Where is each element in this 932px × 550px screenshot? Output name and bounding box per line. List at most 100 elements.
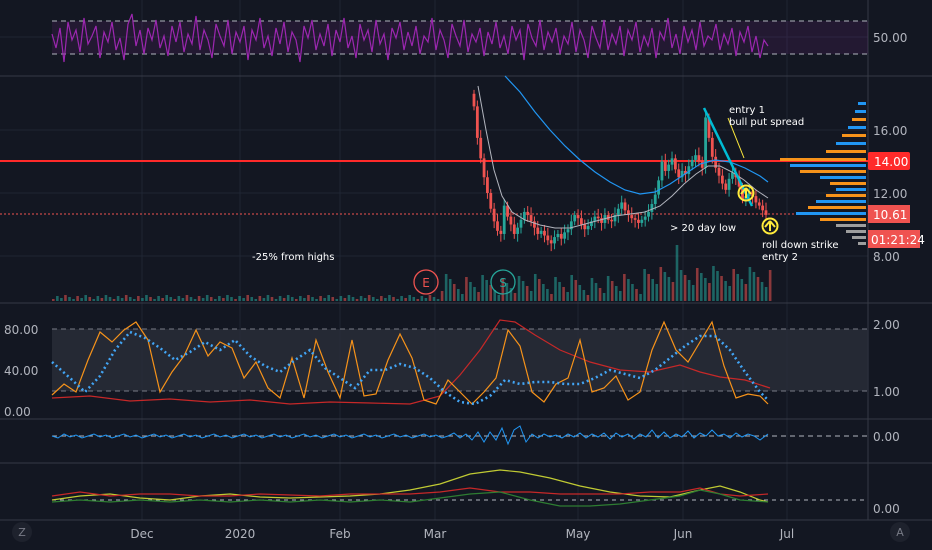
candle-body xyxy=(717,167,721,176)
volume-bar xyxy=(128,297,132,301)
volume-bar xyxy=(614,286,618,301)
split-marker[interactable]: S xyxy=(490,269,516,295)
osc-orange-line xyxy=(51,320,769,405)
volume-bar xyxy=(533,274,537,301)
candle-body xyxy=(754,196,758,203)
volume-bar xyxy=(355,299,359,301)
volume-bar xyxy=(96,296,100,301)
candle-body xyxy=(643,216,647,220)
entry1-up-arrow-icon[interactable] xyxy=(737,184,755,202)
volume-bar xyxy=(351,297,355,301)
volume-bar xyxy=(367,295,371,301)
candle-body xyxy=(486,177,489,193)
bottom-indicator-pane[interactable] xyxy=(51,469,868,507)
candle-body xyxy=(660,161,664,181)
earnings-marker[interactable]: E xyxy=(413,269,439,295)
volume-bar xyxy=(68,297,71,301)
volume-bar xyxy=(331,297,335,301)
candle-body xyxy=(626,210,630,216)
volume-bar xyxy=(542,284,545,301)
last-price-tag[interactable]: 10.61 xyxy=(868,205,910,223)
volume-bar xyxy=(295,299,298,301)
candle-body xyxy=(596,216,600,219)
volume-bar xyxy=(100,298,104,301)
volume-bar xyxy=(546,289,549,301)
volume-bar xyxy=(752,272,756,301)
volume-bar xyxy=(493,290,497,301)
volume-bar xyxy=(205,295,209,301)
osc-dotted-line xyxy=(51,330,769,406)
price-pane[interactable]: entry 1 bull put spread > 20 day low rol… xyxy=(0,75,868,301)
volume-bar xyxy=(201,298,205,301)
price-axis-label-12: 12.00 xyxy=(873,187,907,201)
oscillator-pane[interactable] xyxy=(51,319,868,406)
volume-bar xyxy=(347,295,351,301)
resistance-price-tag[interactable]: 14.00 xyxy=(868,152,910,170)
twenty-day-low-label[interactable]: > 20 day low xyxy=(670,223,736,234)
volume-bar xyxy=(88,297,92,301)
volume-bar xyxy=(647,274,650,301)
from-highs-label[interactable]: -25% from highs xyxy=(252,252,334,263)
volume-bar xyxy=(602,293,606,301)
volume-bar xyxy=(424,298,428,301)
right-axis[interactable]: 50.00 16.00 12.00 8.00 2.00 1.00 0.00 0.… xyxy=(873,31,907,516)
volume-bar xyxy=(740,279,744,301)
volume-bar xyxy=(663,272,667,301)
entry1-label-line2[interactable]: bull put spread xyxy=(729,117,804,128)
candle-body xyxy=(710,137,714,157)
volume-bar xyxy=(570,275,573,301)
roll-down-label-line1[interactable]: roll down strike xyxy=(762,240,839,251)
volume-bar xyxy=(388,295,391,301)
countdown-tag[interactable]: 01:21:24 xyxy=(868,230,925,248)
ema-fast-line xyxy=(477,85,769,229)
volume-bar xyxy=(359,296,363,301)
time-axis[interactable]: Dec 2020 Feb Mar May Jun Jul xyxy=(130,527,794,541)
rsi-pane[interactable] xyxy=(51,13,868,63)
zoom-reset-button[interactable]: Z xyxy=(12,522,32,542)
volume-bar xyxy=(193,299,197,301)
candle-body xyxy=(720,175,724,184)
volume-bar xyxy=(234,299,237,301)
volume-bar xyxy=(173,299,177,301)
volume-bar xyxy=(562,287,565,301)
candle-body xyxy=(573,215,577,222)
candle-body xyxy=(680,170,684,178)
volume-bar xyxy=(538,279,541,301)
volume-bar xyxy=(218,296,221,301)
volume-bar xyxy=(76,296,79,301)
volume-bar xyxy=(108,297,112,301)
osc-left-axis: 80.00 40.00 0.00 xyxy=(4,323,38,419)
candle-body xyxy=(472,93,476,107)
roll-down-label-line2[interactable]: entry 2 xyxy=(762,252,798,263)
candle-body xyxy=(727,178,731,190)
volume-bar xyxy=(716,271,719,301)
candle-body xyxy=(600,218,603,223)
volume-bar xyxy=(744,284,748,301)
volume-bar xyxy=(230,297,233,301)
volume-bar xyxy=(501,278,505,301)
volume-bar xyxy=(169,297,173,301)
entry1-label-line1[interactable]: entry 1 xyxy=(729,105,765,116)
volume-bar xyxy=(590,278,594,301)
osc-left-label-0: 0.00 xyxy=(4,405,31,419)
candle-body xyxy=(663,161,667,171)
entry2-up-arrow-icon[interactable] xyxy=(761,217,779,235)
volume-bar xyxy=(319,296,322,301)
volume-bar xyxy=(444,274,448,301)
volume-bar xyxy=(635,289,638,301)
candle-body xyxy=(580,218,583,225)
candle-body xyxy=(647,211,650,217)
volume-bar xyxy=(254,299,258,301)
volume-bar xyxy=(550,294,553,301)
auto-scale-button[interactable]: A xyxy=(890,522,910,542)
volume-bar xyxy=(627,279,630,301)
volume-bar xyxy=(112,299,116,301)
candle-body xyxy=(539,230,543,234)
volume-bar xyxy=(517,276,521,301)
momentum-pane[interactable] xyxy=(51,425,868,446)
volume-bar xyxy=(736,274,740,301)
svg-text:14.00: 14.00 xyxy=(874,155,908,169)
volume-bar xyxy=(278,296,282,301)
volume-bar xyxy=(594,283,598,301)
